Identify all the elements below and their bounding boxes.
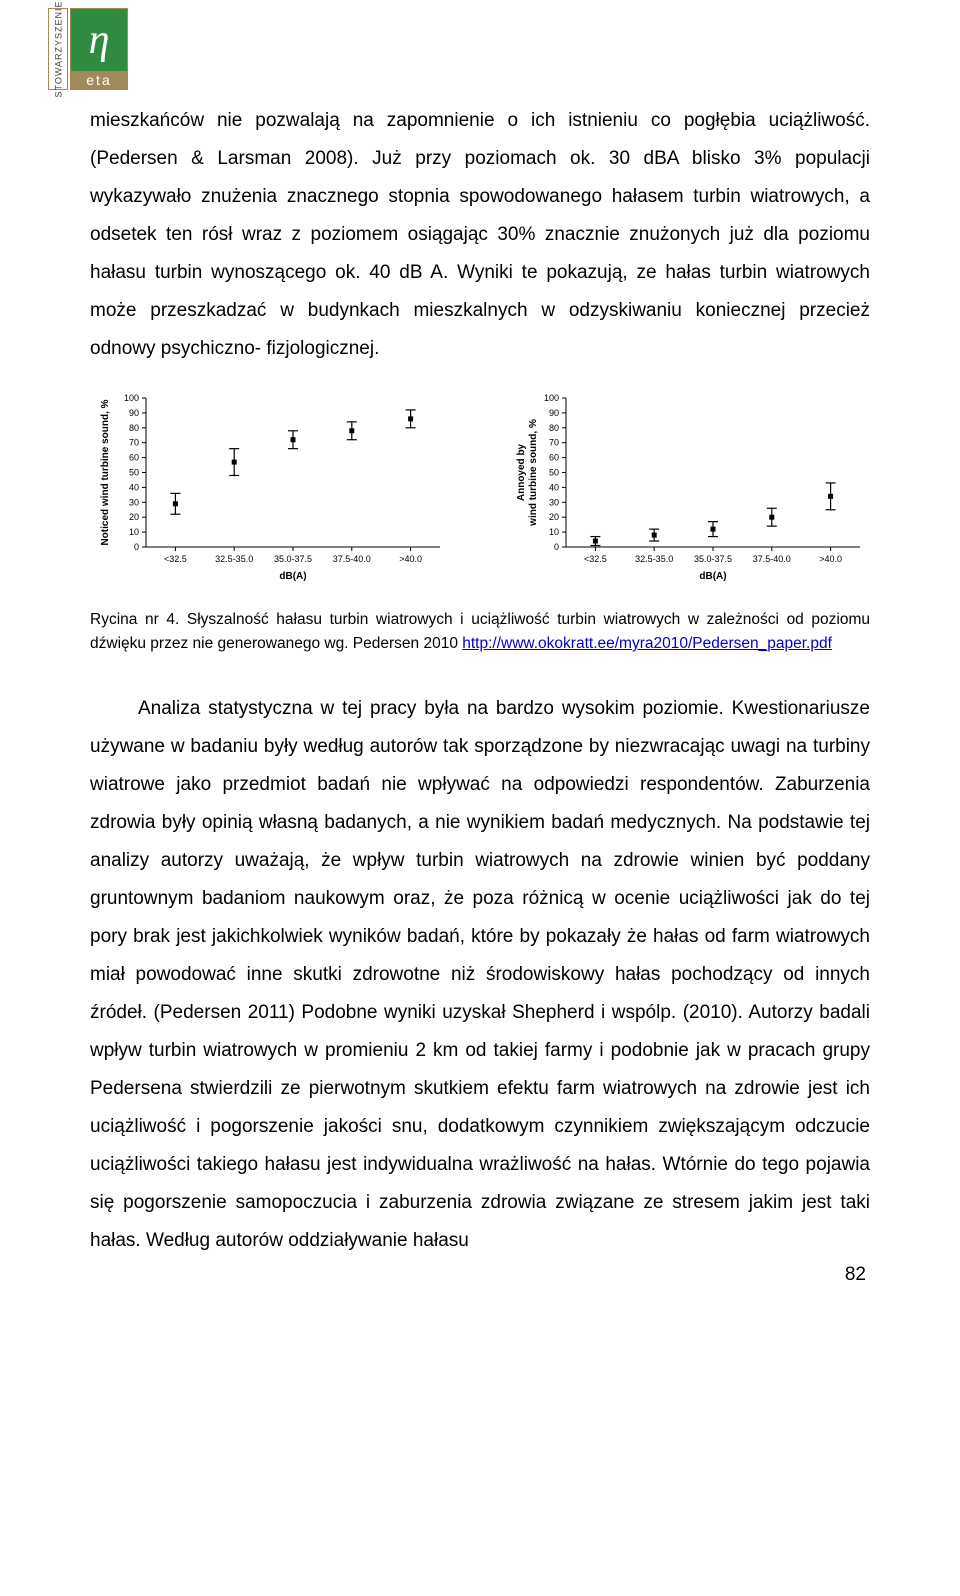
svg-text:32.5-35.0: 32.5-35.0 <box>215 554 253 564</box>
logo-symbol: η <box>71 9 127 71</box>
svg-text:90: 90 <box>129 408 139 418</box>
svg-text:70: 70 <box>549 438 559 448</box>
svg-text:>40.0: >40.0 <box>819 554 842 564</box>
svg-text:35.0-37.5: 35.0-37.5 <box>274 554 312 564</box>
charts-row: 0102030405060708090100<32.532.5-35.035.0… <box>90 390 870 590</box>
logo-main: η eta <box>70 8 128 90</box>
svg-text:>40.0: >40.0 <box>399 554 422 564</box>
chart-left: 0 10 20 30 40 50 60 70 80 90 100 <32.5 32.5-35.0 35.0… <box>90 390 450 585</box>
svg-text:50: 50 <box>549 468 559 478</box>
svg-text:dB(A): dB(A) <box>279 571 306 582</box>
svg-text:100: 100 <box>544 393 559 403</box>
chart-left-cell: 0 10 20 30 40 50 60 70 80 90 100 <32.5 32.5-35.0 35.0… <box>90 390 450 590</box>
page: STOWARZYSZENIE η eta mieszkańców nie poz… <box>0 0 960 1326</box>
svg-text:<32.5: <32.5 <box>164 554 187 564</box>
page-number: 82 <box>90 1264 870 1286</box>
svg-text:50: 50 <box>129 468 139 478</box>
svg-text:40: 40 <box>129 482 139 492</box>
paragraph-2-text: Analiza statystyczna w tej pracy była na… <box>90 698 870 1251</box>
svg-text:10: 10 <box>129 527 139 537</box>
svg-text:Noticed wind turbine sound, %: Noticed wind turbine sound, % <box>100 399 111 545</box>
svg-text:60: 60 <box>549 453 559 463</box>
logo-vertical-text: STOWARZYSZENIE <box>53 0 63 97</box>
paragraph-1: mieszkańców nie pozwalają na zapomnienie… <box>90 102 870 368</box>
svg-text:30: 30 <box>549 497 559 507</box>
svg-text:100: 100 <box>124 393 139 403</box>
svg-text:10: 10 <box>549 527 559 537</box>
svg-text:0: 0 <box>134 542 139 552</box>
chart-right-cell: 0 10 20 30 40 50 60 70 80 90 100 <32.5 32.5-35.0 35.0… <box>510 390 870 590</box>
logo-sidebar: STOWARZYSZENIE <box>48 8 68 90</box>
svg-text:<32.5: <32.5 <box>584 554 607 564</box>
caption-link[interactable]: http://www.okokratt.ee/myra2010/Pedersen… <box>462 635 832 652</box>
svg-text:80: 80 <box>549 423 559 433</box>
svg-text:0: 0 <box>554 542 559 552</box>
svg-text:35.0-37.5: 35.0-37.5 <box>694 554 732 564</box>
svg-text:Annoyed by: Annoyed by <box>516 443 527 501</box>
svg-text:32.5-35.0: 32.5-35.0 <box>635 554 673 564</box>
svg-text:wind turbine sound, %: wind turbine sound, % <box>528 419 539 527</box>
svg-text:dB(A): dB(A) <box>699 571 726 582</box>
figure-caption: Rycina nr 4. Słyszalność hałasu turbin w… <box>90 608 870 656</box>
logo-block: STOWARZYSZENIE η eta <box>48 8 128 90</box>
svg-text:70: 70 <box>129 438 139 448</box>
svg-text:80: 80 <box>129 423 139 433</box>
chart-right: 0 10 20 30 40 50 60 70 80 90 100 <32.5 32.5-35.0 35.0… <box>510 390 870 585</box>
svg-text:20: 20 <box>549 512 559 522</box>
svg-text:40: 40 <box>549 482 559 492</box>
paragraph-2: Analiza statystyczna w tej pracy była na… <box>90 690 870 1260</box>
svg-text:37.5-40.0: 37.5-40.0 <box>753 554 791 564</box>
svg-text:20: 20 <box>129 512 139 522</box>
logo-subtext: eta <box>71 71 127 89</box>
svg-text:90: 90 <box>549 408 559 418</box>
svg-text:60: 60 <box>129 453 139 463</box>
svg-text:37.5-40.0: 37.5-40.0 <box>333 554 371 564</box>
svg-text:30: 30 <box>129 497 139 507</box>
